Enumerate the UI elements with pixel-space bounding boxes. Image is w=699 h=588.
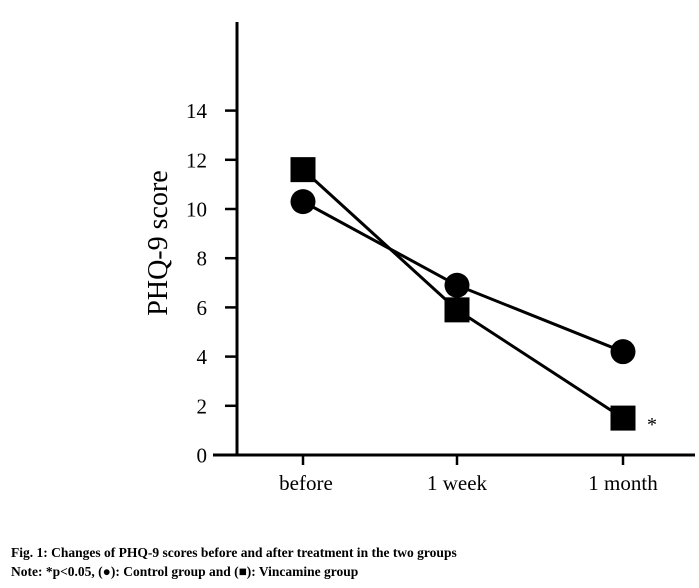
data-point-control bbox=[444, 272, 470, 298]
chart: 0 2 4 6 8 10 12 14 before 1 week 1 month * PHQ-9 s… bbox=[143, 22, 695, 495]
data-point-control bbox=[610, 339, 636, 365]
x-tick-label: 1 week bbox=[427, 471, 488, 495]
y-tick-label: 0 bbox=[197, 444, 208, 468]
x-tick-label: before bbox=[279, 471, 333, 495]
y-tick-label: 14 bbox=[186, 99, 208, 123]
y-tick-label: 6 bbox=[197, 296, 208, 320]
y-tick-label: 12 bbox=[186, 148, 207, 172]
x-tick-label: 1 month bbox=[588, 471, 658, 495]
data-point-control bbox=[290, 189, 316, 215]
data-point-vincamine bbox=[444, 297, 470, 323]
series-layer: * bbox=[290, 157, 657, 436]
figure-caption: Fig. 1: Changes of PHQ-9 scores before a… bbox=[11, 545, 457, 560]
y-tick-label: 8 bbox=[197, 247, 208, 271]
significance-marker: * bbox=[647, 414, 657, 436]
y-tick-label: 2 bbox=[197, 394, 208, 418]
y-axis-label: PHQ-9 score bbox=[143, 170, 174, 315]
data-point-vincamine bbox=[290, 157, 316, 183]
axes: 0 2 4 6 8 10 12 14 before 1 week 1 month bbox=[186, 22, 695, 495]
y-tick-label: 4 bbox=[197, 345, 208, 369]
figure-note: Note: *p<0.05, (●): Control group and (■… bbox=[11, 564, 359, 579]
data-point-vincamine bbox=[610, 405, 636, 431]
y-tick-label: 10 bbox=[186, 198, 207, 222]
